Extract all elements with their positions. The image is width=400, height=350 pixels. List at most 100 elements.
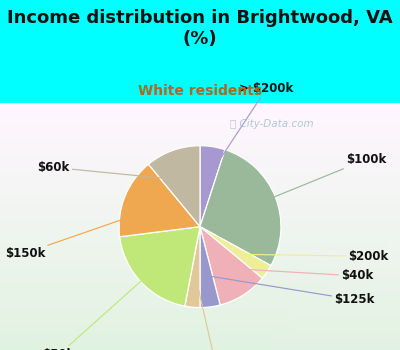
Bar	[53, 103, 56, 350]
Bar	[229, 103, 232, 350]
Bar	[371, 103, 373, 350]
Bar	[101, 103, 104, 350]
Bar	[11, 103, 13, 350]
Bar	[0, 133, 400, 134]
Bar	[0, 141, 400, 143]
Bar	[0, 294, 400, 296]
Bar	[293, 103, 296, 350]
Bar	[237, 103, 240, 350]
Wedge shape	[119, 164, 200, 237]
Bar	[0, 128, 400, 130]
Bar	[245, 103, 248, 350]
Bar	[176, 103, 179, 350]
Bar	[0, 164, 400, 166]
Bar	[43, 103, 45, 350]
Bar	[347, 103, 349, 350]
Bar	[0, 315, 400, 317]
Bar	[88, 103, 91, 350]
Bar	[315, 103, 317, 350]
Bar	[0, 306, 400, 307]
Bar	[200, 103, 203, 350]
Wedge shape	[200, 227, 262, 305]
Bar	[0, 258, 400, 260]
Bar	[0, 131, 400, 133]
Bar	[280, 103, 283, 350]
Bar	[163, 103, 165, 350]
Bar	[0, 284, 400, 286]
Bar	[0, 195, 400, 197]
Bar	[240, 103, 243, 350]
Bar	[0, 148, 400, 149]
Bar	[0, 179, 400, 181]
Bar	[56, 103, 59, 350]
Bar	[0, 199, 400, 200]
Bar	[0, 171, 400, 172]
Bar	[392, 103, 395, 350]
Bar	[0, 209, 400, 210]
Bar	[248, 103, 251, 350]
Bar	[301, 103, 304, 350]
Text: $75k: $75k	[195, 276, 232, 350]
Bar	[0, 202, 400, 204]
Bar	[0, 143, 400, 144]
Bar	[91, 103, 93, 350]
Bar	[0, 126, 400, 128]
Bar	[179, 103, 181, 350]
Bar	[0, 113, 400, 115]
Bar	[0, 144, 400, 146]
Bar	[211, 103, 213, 350]
Bar	[139, 103, 141, 350]
Text: Income distribution in Brightwood, VA
(%): Income distribution in Brightwood, VA (%…	[7, 9, 393, 48]
Bar	[99, 103, 101, 350]
Text: $60k: $60k	[38, 161, 183, 180]
Bar	[0, 235, 400, 237]
Wedge shape	[200, 227, 271, 278]
Bar	[107, 103, 109, 350]
Bar	[112, 103, 115, 350]
Bar	[0, 223, 400, 225]
Bar	[304, 103, 307, 350]
Bar	[0, 214, 400, 215]
Bar	[224, 103, 227, 350]
Bar	[0, 187, 400, 189]
Bar	[0, 347, 400, 348]
Bar	[16, 103, 19, 350]
Bar	[0, 215, 400, 217]
Bar	[0, 261, 400, 263]
Bar	[0, 130, 400, 131]
Bar	[115, 103, 117, 350]
Bar	[299, 103, 301, 350]
Bar	[157, 103, 160, 350]
Bar	[344, 103, 347, 350]
Bar	[384, 103, 387, 350]
Bar	[0, 345, 400, 347]
Bar	[0, 329, 400, 330]
Bar	[0, 304, 400, 306]
Bar	[0, 110, 400, 111]
Bar	[397, 103, 400, 350]
Bar	[0, 265, 400, 266]
Bar	[0, 212, 400, 214]
Bar	[0, 266, 400, 268]
Text: > $200k: > $200k	[208, 82, 294, 178]
Bar	[165, 103, 168, 350]
Bar	[64, 103, 67, 350]
Bar	[0, 298, 400, 299]
Bar	[368, 103, 371, 350]
Bar	[0, 182, 400, 184]
Bar	[195, 103, 197, 350]
Bar	[13, 103, 16, 350]
Bar	[251, 103, 253, 350]
Bar	[261, 103, 264, 350]
Bar	[37, 103, 40, 350]
Bar	[365, 103, 368, 350]
Bar	[0, 335, 400, 337]
Bar	[155, 103, 157, 350]
Bar	[0, 332, 400, 334]
Bar	[336, 103, 339, 350]
Bar	[0, 251, 400, 253]
Bar	[45, 103, 48, 350]
Bar	[0, 138, 400, 139]
Bar	[168, 103, 171, 350]
Bar	[0, 343, 400, 345]
